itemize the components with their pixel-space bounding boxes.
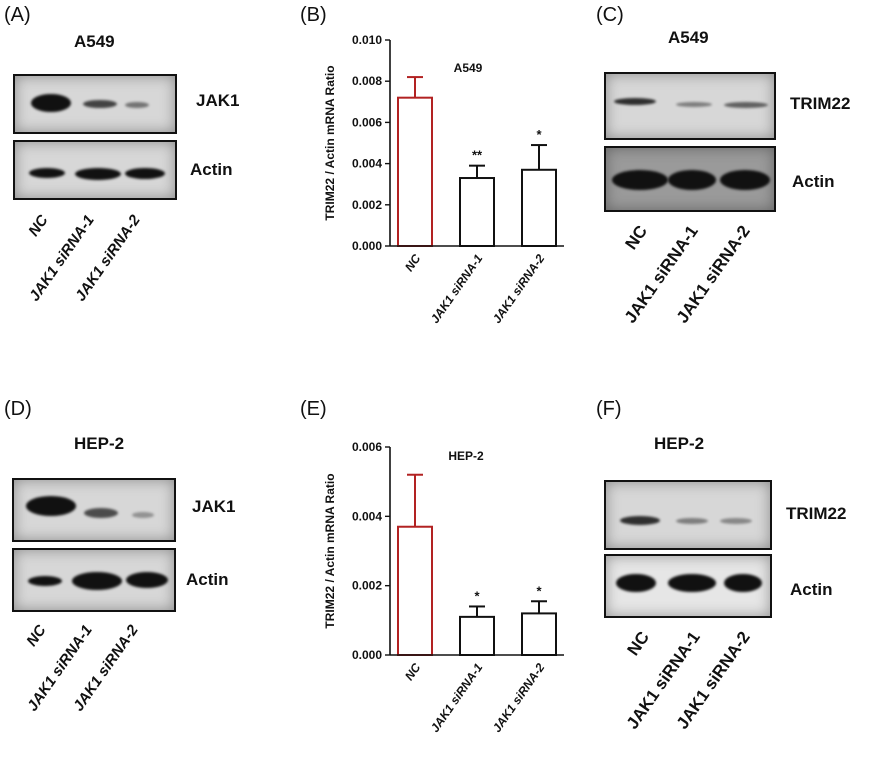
panel-f-label-actin: Actin (790, 580, 833, 599)
panel-e-letter: (E) (300, 398, 327, 420)
panel-c-actin-band-si1 (668, 170, 716, 190)
panel-c-trim22-band-si2 (724, 102, 768, 108)
panel-c-label-trim22: TRIM22 (790, 94, 851, 113)
panel-a-blot-actin (13, 140, 177, 200)
chart-1-ytick-label-2: 0.004 (352, 509, 382, 523)
chart-0-bar-1 (459, 177, 495, 248)
panel-d-actin-band-nc (28, 576, 62, 586)
panel-e-bar-chart: 0.000 0.002 0.004 0.006 TRIM22 / Actin mRNA … (323, 440, 564, 735)
panel-b-letter: (B) (300, 4, 327, 26)
panel-f-trim22-band-si2 (720, 518, 752, 524)
chart-0-category-label-0: NC (402, 251, 424, 274)
panel-f-blot-actin (604, 554, 772, 618)
chart-0-ytick-label-4: 0.008 (352, 74, 382, 88)
chart-0-bar-2 (521, 168, 557, 247)
chart-1-category-label-0: NC (402, 660, 424, 683)
panel-b-bar-chart: 0.000 0.002 0.004 0.006 0.008 0.010 TRIM22 / A… (323, 33, 564, 326)
chart-0-category-label-1: JAK1 siRNA-1 (428, 251, 486, 325)
panel-c-blot-trim22 (604, 72, 776, 140)
panel-d-actin-band-si2 (126, 572, 168, 588)
panel-d-blot-jak1 (12, 478, 176, 542)
chart-0-significance-1: ** (472, 148, 483, 163)
panel-c-letter: (C) (596, 4, 624, 26)
panel-d-blot-actin (12, 548, 176, 612)
panel-c-trim22-band-si1 (676, 102, 712, 107)
chart-0-ytick-label-5: 0.010 (352, 33, 382, 47)
chart-0-significance-2: * (536, 127, 542, 142)
panel-d-label-jak1: JAK1 (192, 497, 236, 516)
panel-a-cell-title: A549 (74, 32, 115, 51)
chart-0-bar-0 (397, 96, 433, 248)
panel-a-actin-band-si2 (125, 168, 165, 179)
chart-1-significance-1: * (474, 588, 480, 603)
panel-a-jak1-band-si1 (83, 100, 117, 108)
panel-d-cell-title: HEP-2 (74, 434, 125, 453)
panel-f-trim22-band-si1 (676, 518, 708, 524)
panel-f-letter: (F) (596, 398, 622, 420)
chart-1-ytick-label-3: 0.006 (352, 440, 382, 454)
panel-f-blot-trim22 (604, 480, 772, 550)
chart-1-category-label-2: JAK1 siRNA-2 (490, 660, 548, 734)
chart-0-ytick-label-1: 0.002 (352, 198, 382, 212)
panel-f-actin-band-nc (616, 574, 656, 592)
panel-a-letter: (A) (4, 4, 31, 26)
chart-0-category-label-2: JAK1 siRNA-2 (490, 251, 548, 325)
panel-d-letter: (D) (4, 398, 32, 420)
panel-c-actin-band-nc (612, 170, 668, 190)
chart-1-ytick-label-1: 0.002 (352, 579, 382, 593)
panel-a-label-actin: Actin (190, 160, 233, 179)
panel-a-actin-band-si1 (75, 168, 121, 180)
panel-f-label-trim22: TRIM22 (786, 504, 847, 523)
chart-0-ytick-label-2: 0.004 (352, 157, 382, 171)
panel-d-lane-nc: NC (23, 622, 50, 650)
panel-a-jak1-band-si2 (125, 102, 149, 108)
panel-c-lane-nc: NC (621, 222, 652, 254)
chart-0-ytick-label-3: 0.006 (352, 115, 382, 129)
panel-c-label-actin: Actin (792, 172, 835, 191)
chart-1-bar-2 (521, 612, 557, 656)
panel-f-lane-nc: NC (623, 628, 654, 660)
chart-0-ytick-label-0: 0.000 (352, 239, 382, 253)
panel-c-cell-title: A549 (668, 28, 709, 47)
panel-f-cell-title: HEP-2 (654, 434, 705, 453)
panel-d-actin-band-si1 (72, 572, 122, 590)
chart-1-ytick-label-0: 0.000 (352, 648, 382, 662)
panel-a-lane-nc: NC (25, 212, 52, 240)
panel-f-actin-band-si2 (724, 574, 762, 592)
panel-d-jak1-band-si2 (132, 512, 154, 518)
panel-a-blot-jak1 (13, 74, 177, 134)
panel-c-blot-actin (604, 146, 776, 212)
panel-f-trim22-band-nc (620, 516, 660, 525)
chart-1-bar-1 (459, 615, 495, 657)
panel-a-label-jak1: JAK1 (196, 91, 240, 110)
panel-d-jak1-band-si1 (84, 508, 118, 518)
chart-0-title: A549 (454, 61, 483, 75)
panel-c-actin-band-si2 (720, 170, 770, 190)
chart-0-ylabel: TRIM22 / Actin mRNA Ratio (323, 65, 337, 220)
chart-1-title: HEP-2 (448, 449, 484, 463)
panel-d-label-actin: Actin (186, 570, 229, 589)
chart-1-bar-0 (397, 525, 433, 656)
panel-f-actin-band-si1 (668, 574, 716, 592)
panel-c-trim22-band-nc (614, 98, 656, 105)
panel-a-actin-band-nc (29, 168, 65, 178)
chart-1-ylabel: TRIM22 / Actin mRNA Ratio (323, 473, 337, 628)
chart-1-significance-2: * (536, 583, 542, 598)
panel-d-jak1-band-nc (26, 496, 76, 516)
chart-1-category-label-1: JAK1 siRNA-1 (428, 660, 486, 734)
panel-a-jak1-band-nc (31, 94, 71, 112)
